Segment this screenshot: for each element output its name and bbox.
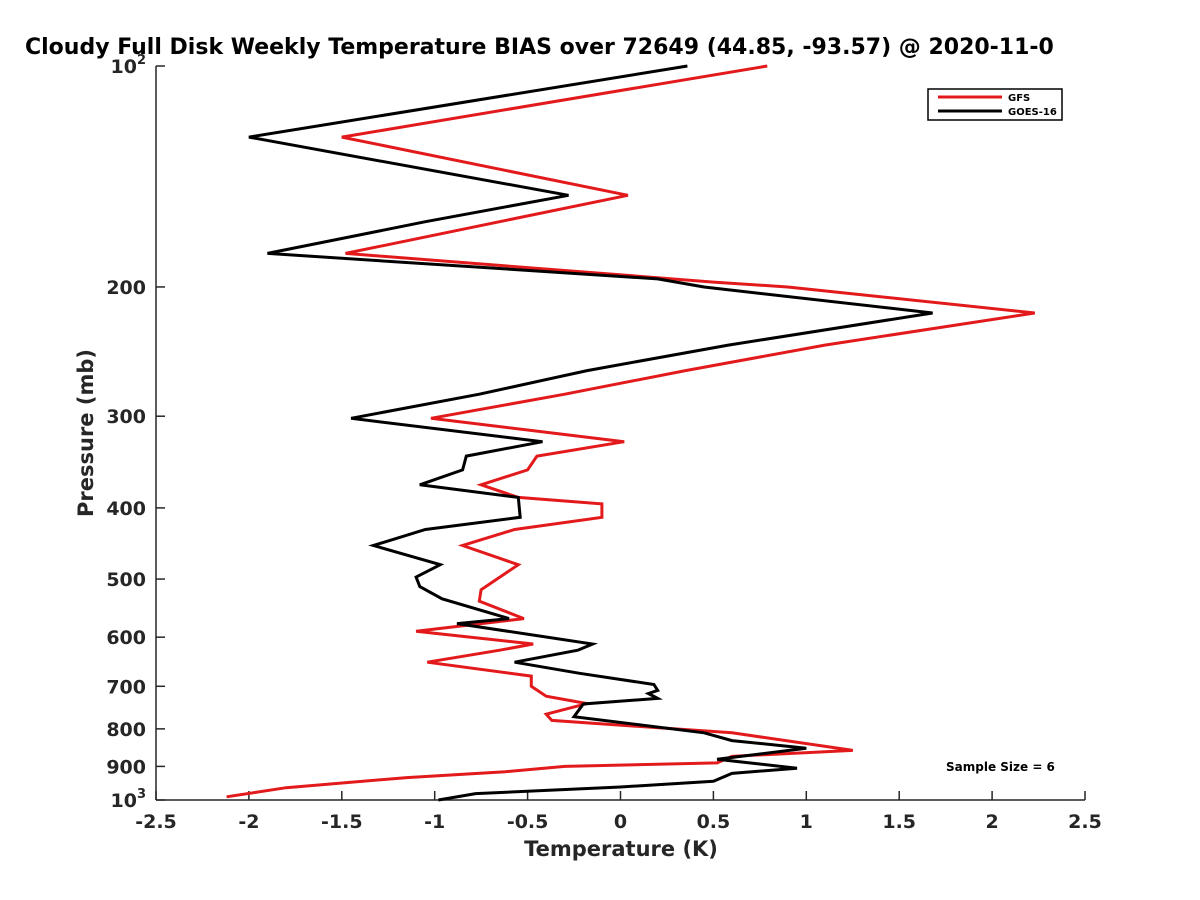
- x-tick-label: 2.5: [1068, 811, 1102, 833]
- series-layer: [226, 64, 1036, 802]
- chart-title: Cloudy Full Disk Weekly Temperature BIAS…: [25, 35, 1054, 60]
- y-tick-label: 500: [106, 569, 146, 591]
- y-tick-label: 400: [106, 498, 146, 520]
- x-tick-label: -2.5: [135, 811, 177, 833]
- plot-area: [155, 66, 1085, 801]
- legend-entry: GOES-16: [1008, 107, 1057, 118]
- x-axis-label: Temperature (K): [524, 837, 718, 861]
- y-tick-label: 900: [106, 756, 146, 778]
- y-tick-label: 300: [106, 406, 146, 428]
- y-tick-label: 102: [111, 53, 147, 78]
- x-tick-label: -2: [238, 811, 259, 833]
- legend-entry: GFS: [1008, 93, 1030, 104]
- legend-box: [927, 88, 1063, 121]
- y-tick-label: 200: [106, 277, 146, 299]
- x-tick-label: 1.5: [882, 811, 916, 833]
- x-tick-label: -1.5: [321, 811, 363, 833]
- y-axis: 102 200 300 400 500 600 700 800 900 103: [106, 53, 165, 812]
- x-tick-label: 0: [614, 811, 627, 833]
- y-tick-label: 103: [111, 787, 147, 812]
- series-line-gfs: [226, 64, 1036, 799]
- y-tick-label: 600: [106, 627, 146, 649]
- y-tick-label: 800: [106, 719, 146, 741]
- x-tick-label: 1: [800, 811, 813, 833]
- legend: GFS GOES-16: [927, 88, 1063, 121]
- x-tick-label: 2: [985, 811, 998, 833]
- series-line-goes-16: [248, 64, 933, 802]
- x-tick-label: -1: [424, 811, 445, 833]
- y-tick-label: 700: [106, 676, 146, 698]
- x-axis: -2.5 -2 -1.5 -1 -0.5 0 0.5 1 1.5 2 2.5: [135, 791, 1102, 833]
- x-tick-label: -0.5: [507, 811, 549, 833]
- y-axis-label: Pressure (mb): [74, 349, 98, 517]
- x-tick-label: 0.5: [697, 811, 731, 833]
- sample-size-annotation: Sample Size = 6: [946, 760, 1055, 774]
